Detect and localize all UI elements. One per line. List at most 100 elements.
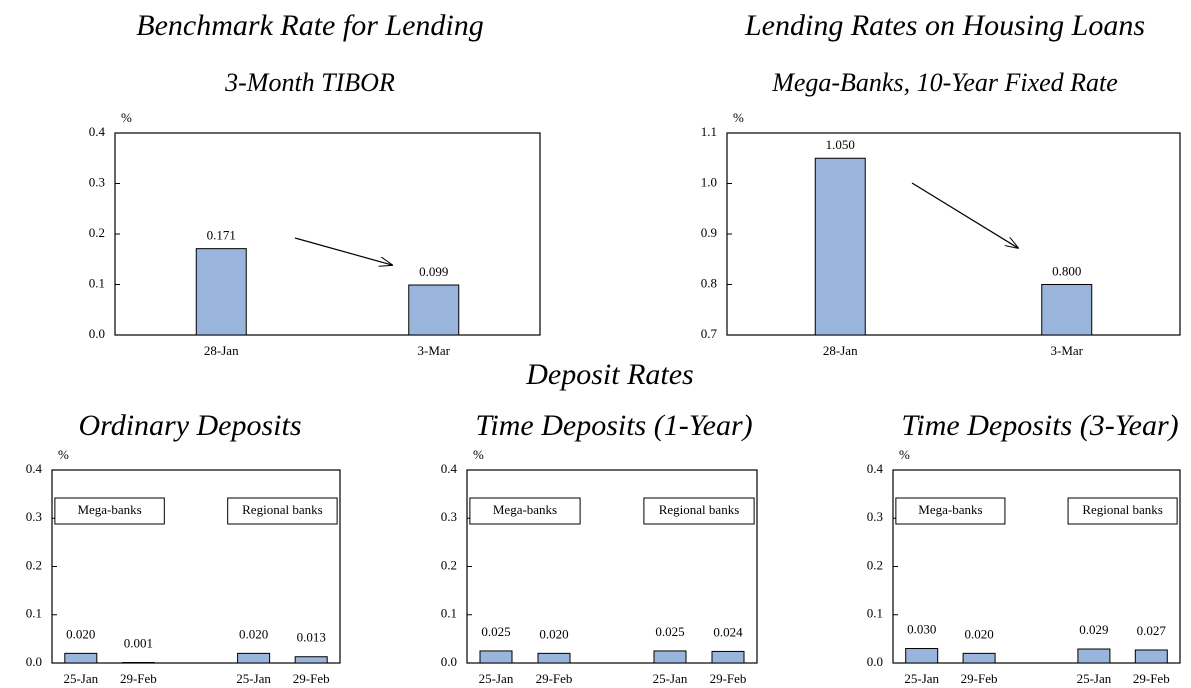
y-tick-label: 0.1 xyxy=(26,606,42,621)
value-label: 0.020 xyxy=(964,626,993,641)
x-tick-label: 25-Jan xyxy=(904,671,939,686)
x-tick-label: 29-Feb xyxy=(293,671,330,686)
value-label: 0.171 xyxy=(207,228,236,243)
x-tick-label: 25-Jan xyxy=(236,671,271,686)
value-label: 0.029 xyxy=(1079,622,1108,637)
x-tick-label: 25-Jan xyxy=(653,671,688,686)
y-tick-label: 0.4 xyxy=(441,461,458,476)
y-axis-unit: % xyxy=(121,110,132,125)
x-tick-label: 25-Jan xyxy=(63,671,98,686)
bar xyxy=(1077,648,1111,664)
annotation-box xyxy=(1067,497,1178,525)
value-label: 0.027 xyxy=(1137,623,1167,638)
x-tick-label: 28-Jan xyxy=(204,343,239,358)
chart-subtitle: 3-Month TIBOR xyxy=(224,68,395,97)
x-tick-label: 25-Jan xyxy=(1077,671,1112,686)
chart-title: Benchmark Rate for Lending xyxy=(136,9,483,42)
x-tick-label: 25-Jan xyxy=(479,671,514,686)
bar xyxy=(479,650,513,664)
y-tick-label: 0.3 xyxy=(89,174,105,189)
value-label: 0.099 xyxy=(419,264,448,279)
bar xyxy=(537,652,571,664)
bar xyxy=(1134,649,1168,664)
bar xyxy=(195,248,247,336)
annotation-box xyxy=(227,497,338,525)
y-tick-label: 0.4 xyxy=(89,124,106,139)
annotation: Mega-banks xyxy=(77,502,141,517)
value-label: 0.020 xyxy=(539,626,568,641)
annotation: Mega-banks xyxy=(918,502,982,517)
y-tick-label: 1.1 xyxy=(701,124,717,139)
annotation-box xyxy=(643,497,755,525)
value-label: 0.800 xyxy=(1052,263,1081,278)
x-tick-label: 29-Feb xyxy=(120,671,157,686)
value-label: 0.013 xyxy=(297,630,326,645)
y-tick-label: 0.2 xyxy=(89,225,105,240)
y-tick-label: 0.3 xyxy=(26,509,42,524)
x-tick-label: 3-Mar xyxy=(418,343,451,358)
y-tick-label: 0.2 xyxy=(26,557,42,572)
annotation: Regional banks xyxy=(659,502,740,517)
bar xyxy=(64,652,98,664)
y-tick-label: 0.4 xyxy=(867,461,884,476)
annotation: Regional banks xyxy=(242,502,323,517)
bar xyxy=(962,652,996,664)
value-label: 0.025 xyxy=(481,624,510,639)
bar xyxy=(1041,284,1093,336)
annotation: Regional banks xyxy=(1082,502,1163,517)
value-label: 0.030 xyxy=(907,622,936,637)
value-label: 0.020 xyxy=(239,626,268,641)
bar xyxy=(653,650,687,664)
y-axis-unit: % xyxy=(473,447,484,462)
annotation-box xyxy=(469,497,581,525)
y-tick-label: 1.0 xyxy=(701,174,717,189)
plot-frame xyxy=(726,132,1181,336)
value-label: 0.001 xyxy=(124,636,153,651)
plot-frame xyxy=(114,132,541,336)
y-tick-label: 0.3 xyxy=(867,509,883,524)
bar xyxy=(711,650,745,664)
x-tick-label: 29-Feb xyxy=(961,671,998,686)
chart-title: Time Deposits (3-Year) xyxy=(901,409,1178,442)
y-axis-unit: % xyxy=(733,110,744,125)
bar xyxy=(408,284,460,336)
y-tick-label: 0.1 xyxy=(89,275,105,290)
annotation-box xyxy=(54,497,165,525)
y-tick-label: 0.9 xyxy=(701,225,717,240)
x-tick-label: 29-Feb xyxy=(1133,671,1170,686)
y-tick-label: 0.2 xyxy=(867,557,883,572)
y-tick-label: 0.0 xyxy=(867,654,883,669)
x-tick-label: 29-Feb xyxy=(710,671,747,686)
chart-title: Ordinary Deposits xyxy=(78,409,301,442)
arrow xyxy=(294,237,392,265)
chart-subtitle: Mega-Banks, 10-Year Fixed Rate xyxy=(771,68,1118,97)
value-label: 0.024 xyxy=(713,624,743,639)
y-tick-label: 0.2 xyxy=(441,557,457,572)
y-tick-label: 0.3 xyxy=(441,509,457,524)
x-tick-label: 3-Mar xyxy=(1051,343,1084,358)
value-label: 1.050 xyxy=(826,137,855,152)
chart-title: Lending Rates on Housing Loans xyxy=(744,9,1145,42)
arrow xyxy=(911,182,1018,248)
x-tick-label: 28-Jan xyxy=(823,343,858,358)
chart-title: Time Deposits (1-Year) xyxy=(475,409,752,442)
bar xyxy=(814,157,866,336)
y-tick-label: 0.1 xyxy=(867,606,883,621)
y-tick-label: 0.0 xyxy=(26,654,42,669)
x-tick-label: 29-Feb xyxy=(536,671,573,686)
y-tick-label: 0.7 xyxy=(701,326,718,341)
annotation-box xyxy=(895,497,1006,525)
annotation: Mega-banks xyxy=(493,502,557,517)
bar xyxy=(905,648,939,664)
value-label: 0.025 xyxy=(655,624,684,639)
section-heading: Deposit Rates xyxy=(525,358,693,391)
y-tick-label: 0.8 xyxy=(701,275,717,290)
bar xyxy=(294,656,328,664)
y-tick-label: 0.0 xyxy=(441,654,457,669)
value-label: 0.020 xyxy=(66,626,95,641)
y-axis-unit: % xyxy=(58,447,69,462)
bar xyxy=(237,652,271,664)
y-tick-label: 0.4 xyxy=(26,461,43,476)
